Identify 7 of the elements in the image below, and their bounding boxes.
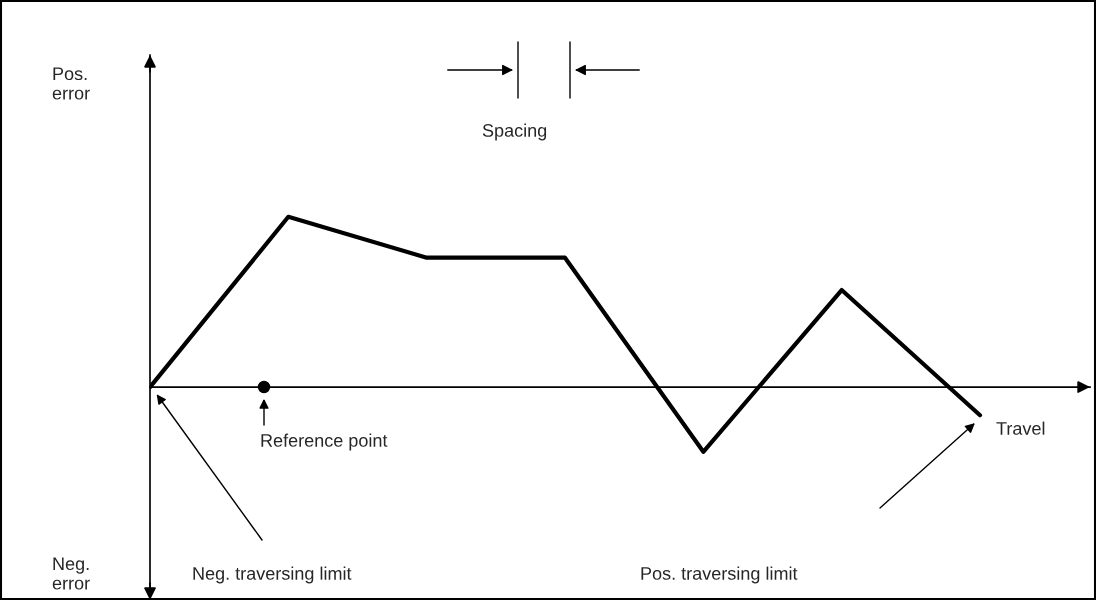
text: Pos. error bbox=[52, 67, 90, 100]
annotation: Reference point bbox=[261, 433, 388, 451]
text: Pos. traversing limit bbox=[641, 566, 798, 584]
text: Neg. error bbox=[52, 557, 90, 590]
x-axis-title: Travel bbox=[996, 421, 1045, 435]
text: Spacing bbox=[482, 123, 547, 141]
text: Neg. traversing limit bbox=[193, 566, 352, 584]
